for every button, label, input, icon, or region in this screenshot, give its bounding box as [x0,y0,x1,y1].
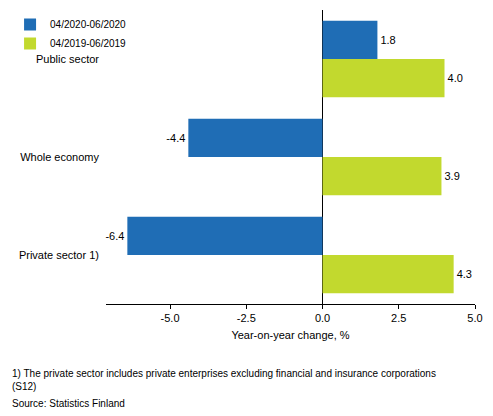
svg-text:3.9: 3.9 [444,170,459,182]
svg-text:5.0: 5.0 [467,312,482,324]
svg-text:-4.4: -4.4 [166,132,185,144]
svg-text:-5.0: -5.0 [161,312,180,324]
svg-text:04/2020-06/2020: 04/2020-06/2020 [50,19,126,30]
svg-text:Public sector: Public sector [36,53,99,65]
svg-text:2.5: 2.5 [391,312,406,324]
svg-text:Whole economy: Whole economy [20,151,99,163]
svg-text:Source: Statistics Finland: Source: Statistics Finland [12,398,125,409]
svg-text:0.0: 0.0 [315,312,330,324]
svg-text:-2.5: -2.5 [237,312,256,324]
svg-text:Private sector 1): Private sector 1) [19,249,99,261]
svg-text:4.0: 4.0 [448,72,463,84]
svg-text:1.8: 1.8 [380,34,395,46]
svg-text:4.3: 4.3 [457,268,472,280]
svg-text:-6.4: -6.4 [105,230,124,242]
svg-text:Year-on-year change, %: Year-on-year change, % [231,329,349,341]
svg-text:04/2019-06/2019: 04/2019-06/2019 [50,38,126,49]
svg-text:1) The private sector includes: 1) The private sector includes private e… [12,368,436,392]
